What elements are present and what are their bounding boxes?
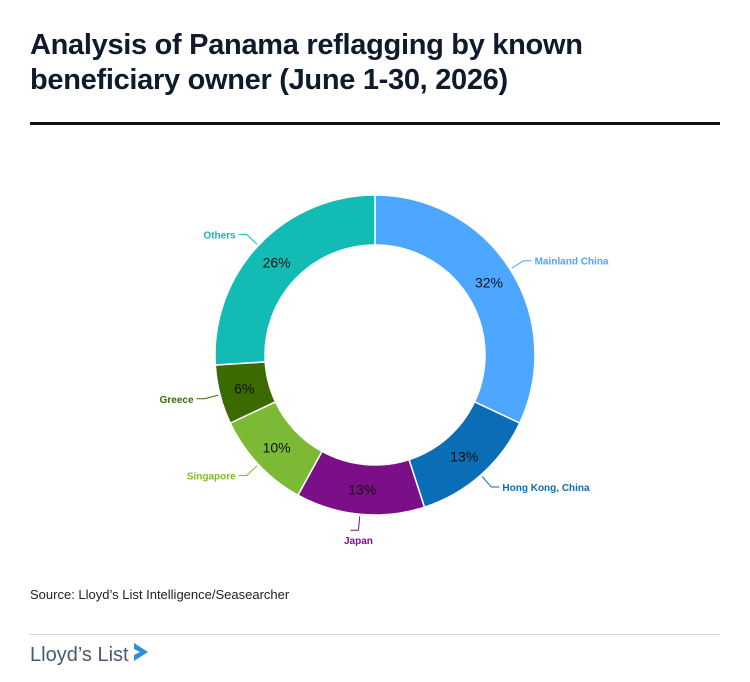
category-label-others: Others	[203, 231, 236, 242]
category-label-mainland-china: Mainland China	[535, 257, 609, 268]
category-label-greece: Greece	[160, 395, 194, 406]
slice-others	[214, 194, 376, 366]
category-label-singapore: Singapore	[187, 471, 236, 482]
donut-chart: 32% Mainland China 13% Hong Kong, China 13% J…	[160, 194, 609, 547]
value-label-japan: 13%	[348, 481, 376, 497]
value-label-others: 26%	[263, 255, 291, 271]
title-divider	[30, 122, 720, 125]
value-label-greece: 6%	[234, 381, 254, 397]
brand-logo: Lloyd’s List	[30, 640, 150, 670]
category-label-hong-kong-china: Hong Kong, China	[502, 483, 590, 494]
leader-line-others	[238, 234, 258, 245]
source-note: Source: Lloyd’s List Intelligence/Seasea…	[30, 587, 290, 602]
page-title: Analysis of Panama reflagging by known b…	[30, 29, 583, 96]
leader-line-singapore	[238, 465, 258, 476]
leader-line-greece	[196, 394, 219, 400]
logo-mark-icon	[133, 643, 148, 661]
value-label-singapore: 10%	[263, 439, 291, 455]
leader-line-japan	[350, 516, 361, 531]
slice-mainland-china	[374, 194, 536, 425]
logo-text: Lloyd’s List	[30, 643, 129, 666]
value-label-hong-kong-china: 13%	[450, 448, 478, 464]
category-label-japan: Japan	[344, 536, 373, 547]
value-label-mainland-china: 32%	[475, 275, 503, 291]
leader-line-hong-kong-china	[481, 476, 500, 488]
leader-line-mainland-china	[511, 260, 532, 269]
footer-divider	[30, 634, 720, 635]
